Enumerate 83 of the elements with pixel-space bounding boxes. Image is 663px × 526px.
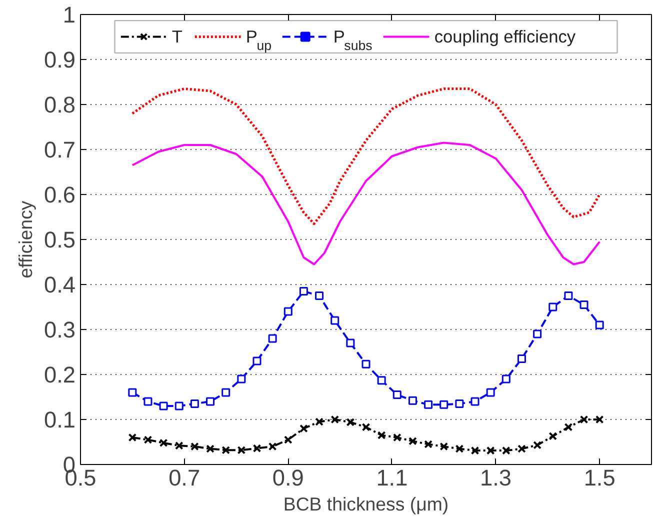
point (408, 436, 417, 446)
point (268, 442, 277, 451)
point (284, 307, 292, 316)
x-tick-label: 1.3 (480, 464, 512, 490)
point (548, 302, 558, 312)
point (315, 292, 324, 300)
point (486, 388, 495, 397)
point (518, 444, 526, 453)
point (486, 446, 495, 455)
point (330, 415, 340, 424)
y-tick-label: 0.4 (44, 272, 76, 298)
point (533, 440, 542, 450)
point (315, 418, 324, 426)
point (533, 330, 542, 338)
point (580, 300, 588, 309)
x-tick-label: 0.9 (272, 464, 304, 490)
point (377, 376, 386, 385)
point (440, 442, 448, 451)
point (392, 433, 402, 442)
point (362, 360, 370, 368)
point (595, 415, 604, 424)
point (300, 424, 308, 433)
point (144, 436, 152, 444)
point (470, 397, 480, 406)
point (159, 438, 168, 448)
point (206, 397, 215, 406)
y-tick-label: 1 (62, 2, 76, 28)
point (502, 374, 510, 384)
line-series (131, 142, 601, 266)
point (517, 354, 526, 363)
point (408, 396, 417, 405)
point (470, 446, 480, 455)
point (299, 287, 308, 296)
point (346, 418, 355, 426)
y-tick-label: 0.8 (44, 92, 76, 118)
point (174, 402, 184, 410)
point (424, 400, 433, 409)
point (268, 334, 277, 343)
point (237, 374, 246, 384)
point (222, 446, 230, 454)
point (284, 436, 292, 444)
point (237, 446, 246, 454)
point (222, 388, 230, 397)
y-tick-label: 0.3 (44, 316, 76, 342)
point (424, 440, 432, 448)
point (595, 320, 604, 330)
point (190, 400, 199, 408)
point (455, 444, 464, 453)
y-axis-title: efficiency (15, 200, 36, 278)
y-tick-label: 0.6 (44, 182, 76, 208)
point (159, 402, 168, 410)
y-tick-label: 0.1 (44, 406, 76, 432)
point (548, 432, 558, 440)
point (252, 356, 262, 366)
point (144, 397, 152, 406)
x-tick-label: 0.7 (168, 464, 200, 490)
point (330, 316, 340, 325)
point (128, 433, 137, 442)
y-tick-label: 0.7 (44, 136, 76, 162)
point (564, 422, 573, 432)
point (190, 442, 199, 451)
point (252, 444, 262, 452)
x-axis-title: BCB thickness (μm) (283, 494, 449, 514)
point (580, 415, 588, 424)
point (206, 444, 214, 453)
point (346, 338, 355, 348)
x-tick-label: 1.1 (376, 464, 408, 490)
point (362, 422, 370, 432)
point (455, 400, 464, 408)
line-series (131, 88, 601, 225)
point (174, 441, 184, 450)
x-tick-label: 1.5 (584, 464, 616, 490)
point (564, 292, 573, 300)
legend-label: coupling efficiency (434, 26, 576, 47)
legend-label: T (172, 26, 183, 47)
point (377, 431, 386, 440)
y-tick-label: 0.2 (44, 362, 76, 388)
point (128, 388, 137, 397)
point (502, 446, 510, 455)
y-tick-label: 0.9 (44, 46, 76, 72)
point (440, 400, 448, 409)
y-tick-label: 0.5 (44, 226, 76, 252)
point (392, 390, 402, 399)
